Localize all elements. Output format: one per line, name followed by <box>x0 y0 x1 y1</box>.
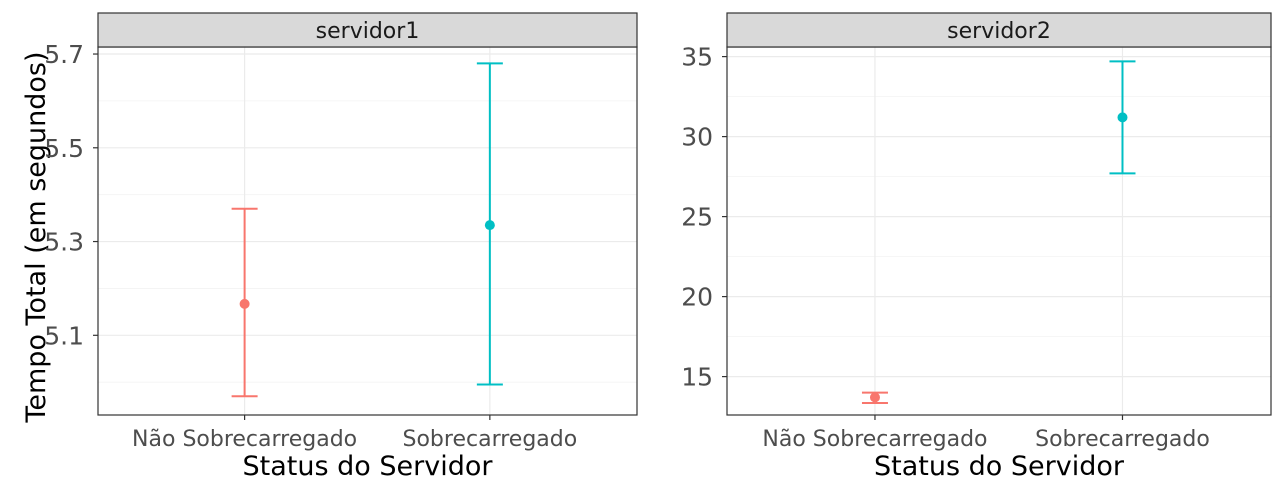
facet-strip-label: servidor1 <box>316 19 420 44</box>
x-axis-title: Status do Servidor <box>874 451 1125 482</box>
y-tick-label: 15 <box>681 363 713 392</box>
x-tick-label: Sobrecarregado <box>1035 427 1210 452</box>
y-tick-label: 5.1 <box>44 321 84 350</box>
y-tick-label: 5.3 <box>44 228 84 257</box>
data-marks <box>231 62 503 398</box>
mean-point <box>869 392 880 403</box>
panel-background <box>727 47 1271 415</box>
facet-strip <box>726 12 1272 48</box>
y-axis-ticks: 15 20 25 30 35 <box>681 43 727 392</box>
x-axis-ticks: Não Sobrecarregado Sobrecarregado <box>762 415 1210 452</box>
y-tick-label: 20 <box>681 283 713 312</box>
y-tick-label: 5.7 <box>44 40 84 69</box>
y-axis-title: Tempo Total (em segundos) <box>21 51 52 423</box>
mean-point <box>484 220 495 231</box>
mean-point <box>1117 112 1128 123</box>
y-tick-label: 5.5 <box>44 134 84 163</box>
gridlines <box>727 47 1271 415</box>
facet-strip <box>97 12 638 48</box>
y-tick-label: 35 <box>681 43 713 72</box>
x-tick-label: Não Sobrecarregado <box>132 427 357 452</box>
panel-servidor1: servidor1 5.1 5.3 5.5 5.7 Não Sobrecarregad… <box>44 12 638 482</box>
x-axis-title: Status do Servidor <box>243 451 494 482</box>
y-axis-ticks: 5.1 5.3 5.5 5.7 <box>44 40 98 350</box>
x-axis-ticks: Não Sobrecarregado Sobrecarregado <box>132 415 577 452</box>
facet-strip-label: servidor2 <box>947 19 1051 44</box>
mean-point <box>239 298 250 309</box>
panel-background <box>98 47 637 415</box>
y-tick-label: 25 <box>681 203 713 232</box>
x-tick-label: Não Sobrecarregado <box>762 427 987 452</box>
data-marks <box>861 60 1136 404</box>
y-tick-label: 30 <box>681 123 713 152</box>
x-tick-label: Sobrecarregado <box>403 427 578 452</box>
